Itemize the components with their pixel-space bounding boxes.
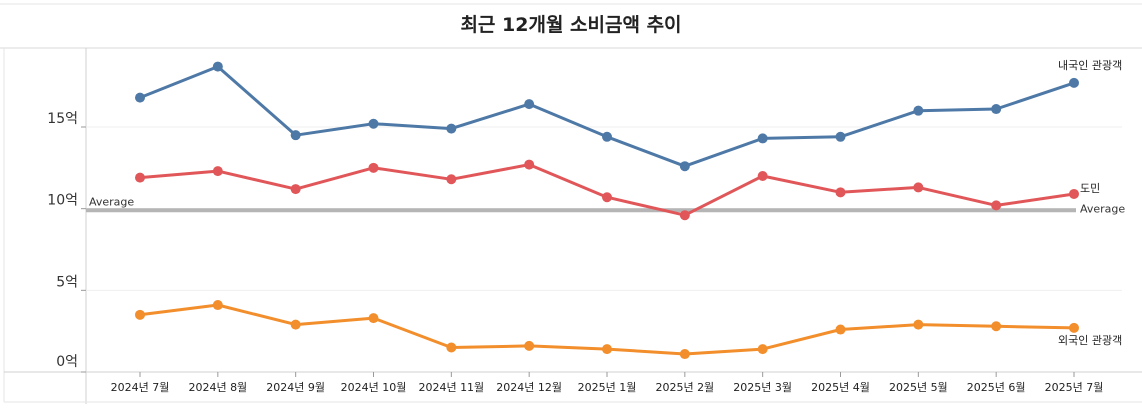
series-line [139,65,1075,168]
data-point [757,133,768,144]
data-point [1069,188,1079,199]
x-tick-label: 2024년 8월 [188,381,247,394]
series-end-label: 내국인 관광객 [1058,59,1122,72]
data-point [524,340,535,351]
data-point [290,319,301,330]
x-tick-label: 2024년 11월 [418,381,484,394]
data-point [135,172,145,183]
y-tick-label: 0억 [56,354,78,370]
data-point [757,171,768,181]
series-3 [135,300,1079,360]
data-point [446,342,457,353]
y-tick-label: 5억 [56,274,78,290]
x-tick-label: 2024년 7월 [111,381,170,394]
x-axis: 2024년 7월 2024년 8월 2024년 9월 2024년 10월 2024년 1… [111,372,1104,394]
data-point [913,182,924,193]
average-label-right: Average [1080,202,1125,215]
data-point [135,92,145,103]
chart-frame [0,3,1142,404]
x-tick-label: 2024년 9월 [266,381,325,394]
average-reference: Average Average [86,195,1142,217]
x-tick-label: 2025년 6월 [967,381,1026,394]
data-point [1069,322,1079,333]
data-point [368,313,379,324]
data-point [446,174,457,185]
data-point [913,105,924,116]
data-point [290,130,301,141]
data-point [524,159,535,170]
data-point [991,321,1002,332]
x-tick-label: 2024년 12월 [496,381,562,394]
data-point [1069,77,1079,88]
data-point [679,210,690,221]
data-point [446,123,457,134]
series-group [135,61,1079,360]
x-tick-label: 2025년 5월 [889,381,948,394]
x-tick-label: 2025년 4월 [811,381,870,394]
data-point [913,319,924,330]
y-tick-label: 10억 [47,193,78,209]
data-point [835,187,846,198]
x-tick-label: 2025년 1월 [578,381,637,394]
average-label-bg [1076,200,1142,217]
series-line [139,163,1075,217]
average-label-left: Average [89,195,134,208]
data-point [991,200,1002,211]
data-point [991,104,1002,115]
data-point [135,309,145,320]
x-tick-label: 2024년 10월 [341,381,407,394]
data-point [212,300,223,311]
chart-title: 최근 12개월 소비금액 추이 [460,14,682,36]
data-point [524,99,535,110]
data-point [835,131,846,142]
data-point [602,344,612,355]
data-point [679,349,690,360]
data-point [835,324,846,335]
data-point [290,184,301,195]
series-1 [135,61,1079,172]
data-point [602,192,612,203]
y-axis: 0억 5억 10억 15억 [47,111,86,373]
data-point [679,161,690,172]
x-tick-label: 2025년 3월 [733,381,792,394]
y-tick-label: 15억 [47,111,78,127]
data-point [368,118,379,129]
data-point [212,61,223,72]
data-point [368,162,379,173]
data-point [602,131,612,142]
x-tick-label: 2025년 7월 [1045,381,1104,394]
series-end-label: 도민 [1080,182,1100,195]
data-point [212,166,223,177]
data-point [757,344,768,355]
x-tick-label: 2025년 2월 [655,381,714,394]
series-end-label: 외국인 관광객 [1058,334,1122,347]
series-2 [135,159,1079,221]
